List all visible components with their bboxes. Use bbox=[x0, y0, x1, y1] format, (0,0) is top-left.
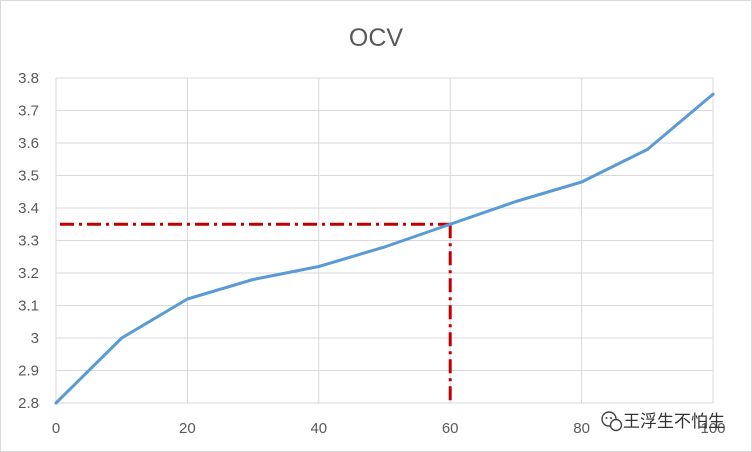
data-point bbox=[711, 92, 715, 96]
y-tick-label: 3.2 bbox=[18, 265, 39, 282]
x-tick-label: 60 bbox=[442, 420, 459, 437]
y-tick-label: 2.8 bbox=[18, 395, 39, 412]
x-tick-label: 100 bbox=[700, 420, 725, 437]
data-point bbox=[120, 336, 124, 340]
y-tick-label: 2.9 bbox=[18, 363, 39, 380]
y-tick-label: 3.1 bbox=[18, 298, 39, 315]
x-tick-label: 80 bbox=[573, 420, 590, 437]
wechat-icon bbox=[601, 411, 623, 432]
data-point bbox=[514, 200, 518, 203]
y-tick-label: 3.8 bbox=[18, 70, 39, 87]
data-point bbox=[383, 245, 386, 249]
series-line-0 bbox=[54, 92, 715, 405]
y-tick-label: 3.7 bbox=[18, 103, 39, 120]
data-point bbox=[317, 265, 321, 268]
y-tick-label: 3.5 bbox=[18, 168, 39, 185]
watermark-text: 王浮生不怕生 bbox=[623, 412, 725, 432]
y-tick-label: 3.4 bbox=[18, 200, 39, 217]
data-point bbox=[185, 297, 189, 301]
reference-lines bbox=[60, 222, 452, 403]
series-group bbox=[54, 92, 715, 405]
chart-title: OCV bbox=[349, 24, 404, 52]
data-point bbox=[645, 148, 649, 151]
y-tick-label: 3 bbox=[31, 330, 39, 347]
data-point bbox=[448, 222, 452, 226]
y-tick-label: 3.6 bbox=[18, 135, 39, 152]
data-point bbox=[54, 401, 58, 405]
watermark: 王浮生不怕生 bbox=[601, 411, 725, 432]
x-tick-label: 40 bbox=[310, 420, 327, 437]
grid bbox=[55, 77, 714, 404]
x-axis-labels: 0 20 40 60 80 100 bbox=[52, 420, 726, 437]
y-tick-label: 3.3 bbox=[18, 233, 39, 250]
x-tick-label: 20 bbox=[179, 420, 196, 437]
data-point bbox=[251, 278, 255, 281]
x-tick-label: 0 bbox=[52, 420, 60, 437]
data-point bbox=[580, 180, 584, 184]
y-axis-labels: 2.8 2.9 3 3.1 3.2 3.3 3.4 3.5 3.6 3.7 3.8 bbox=[18, 70, 39, 412]
